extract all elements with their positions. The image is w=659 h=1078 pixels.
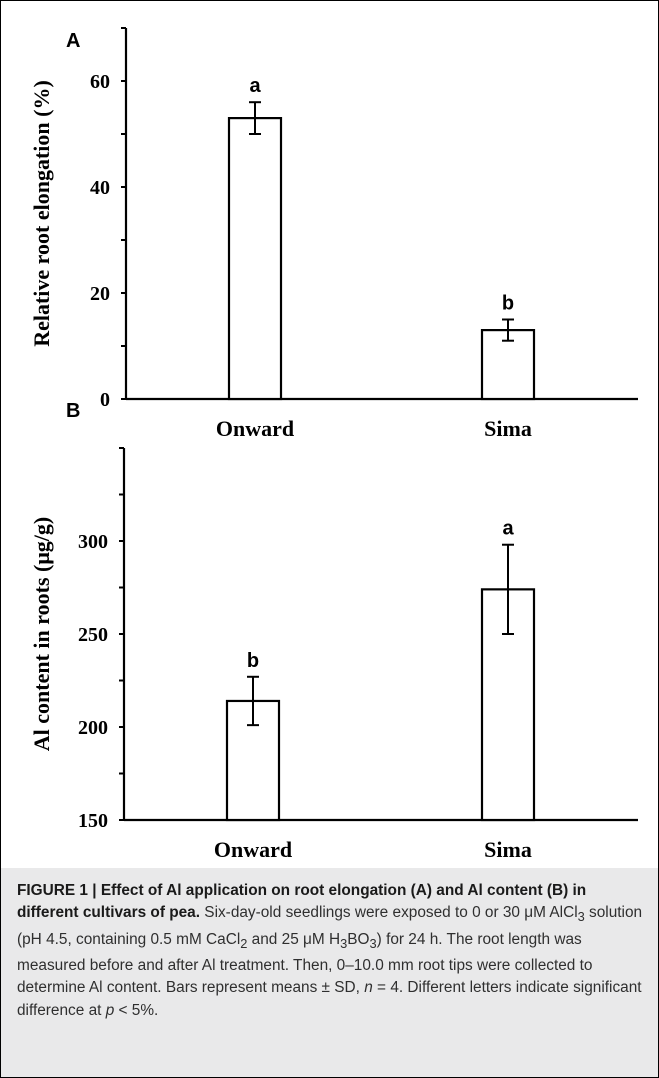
panel-b-x-tick-label: Sima bbox=[484, 837, 532, 862]
figure-charts: A 0 20 40 60 Relative root elongation (%) a Onw… bbox=[29, 27, 638, 862]
panel-b-y-tick-label: 250 bbox=[78, 624, 108, 646]
panel-b-y-tick-label: 300 bbox=[78, 531, 108, 553]
caption-subscript: 3 bbox=[369, 935, 377, 951]
panel-a-y-axis-title: Relative root elongation (%) bbox=[29, 80, 54, 347]
caption-text: μM AlCl bbox=[524, 904, 578, 922]
figure-caption: FIGURE 1 | Effect of Al application on r… bbox=[17, 880, 647, 1022]
caption-italic: p bbox=[105, 1001, 115, 1019]
caption-text: μM H bbox=[303, 930, 341, 948]
caption-title: FIGURE 1 | Effect of Al application on r… bbox=[17, 882, 587, 922]
panel-b-significance-letter: a bbox=[502, 518, 514, 540]
caption-text: < 5%. bbox=[114, 1001, 159, 1019]
caption-text: BO bbox=[347, 930, 370, 948]
panel-a-significance-letter: b bbox=[502, 293, 514, 315]
panel-a-y-tick-label: 0 bbox=[100, 389, 110, 411]
caption-text: = 4. Different letters indicate signific… bbox=[17, 979, 642, 1019]
caption-text: ) for 24 h. The root length was measured… bbox=[17, 930, 593, 997]
panel-a-y-tick-label: 60 bbox=[90, 71, 110, 93]
panel-b-y-axis-title: Al content in roots (μg/g) bbox=[29, 517, 54, 752]
caption-italic: n bbox=[364, 979, 373, 997]
panel-a-y-tick-label: 20 bbox=[90, 283, 110, 305]
panel-b-significance-letter: b bbox=[247, 650, 259, 672]
panel-a-bar-onward bbox=[227, 116, 283, 401]
caption-text: Six-day-old seedlings were exposed to 0 … bbox=[200, 904, 525, 922]
panel-b-letter: B bbox=[66, 400, 80, 422]
caption-subscript: 2 bbox=[240, 935, 248, 951]
caption-subscript: 3 bbox=[577, 909, 585, 925]
panel-a-y-tick-label: 40 bbox=[90, 177, 110, 199]
panel-a-x-tick-label: Sima bbox=[484, 416, 532, 441]
panel-a-letter: A bbox=[66, 30, 80, 52]
caption-subscript: 3 bbox=[340, 935, 348, 951]
caption-text: solution (pH 4.5, containing 0.5 mM CaCl bbox=[17, 904, 643, 948]
caption-box: FIGURE 1 | Effect of Al application on r… bbox=[1, 868, 658, 1077]
panel-a-x-tick-label: Onward bbox=[216, 416, 294, 441]
panel-a-significance-letter: a bbox=[249, 75, 261, 97]
panel-b-x-tick-label: Onward bbox=[214, 837, 292, 862]
caption-text: and 25 bbox=[247, 930, 304, 948]
panel-b-y-tick-label: 200 bbox=[78, 717, 108, 739]
panel-b-y-tick-label: 150 bbox=[78, 810, 108, 832]
